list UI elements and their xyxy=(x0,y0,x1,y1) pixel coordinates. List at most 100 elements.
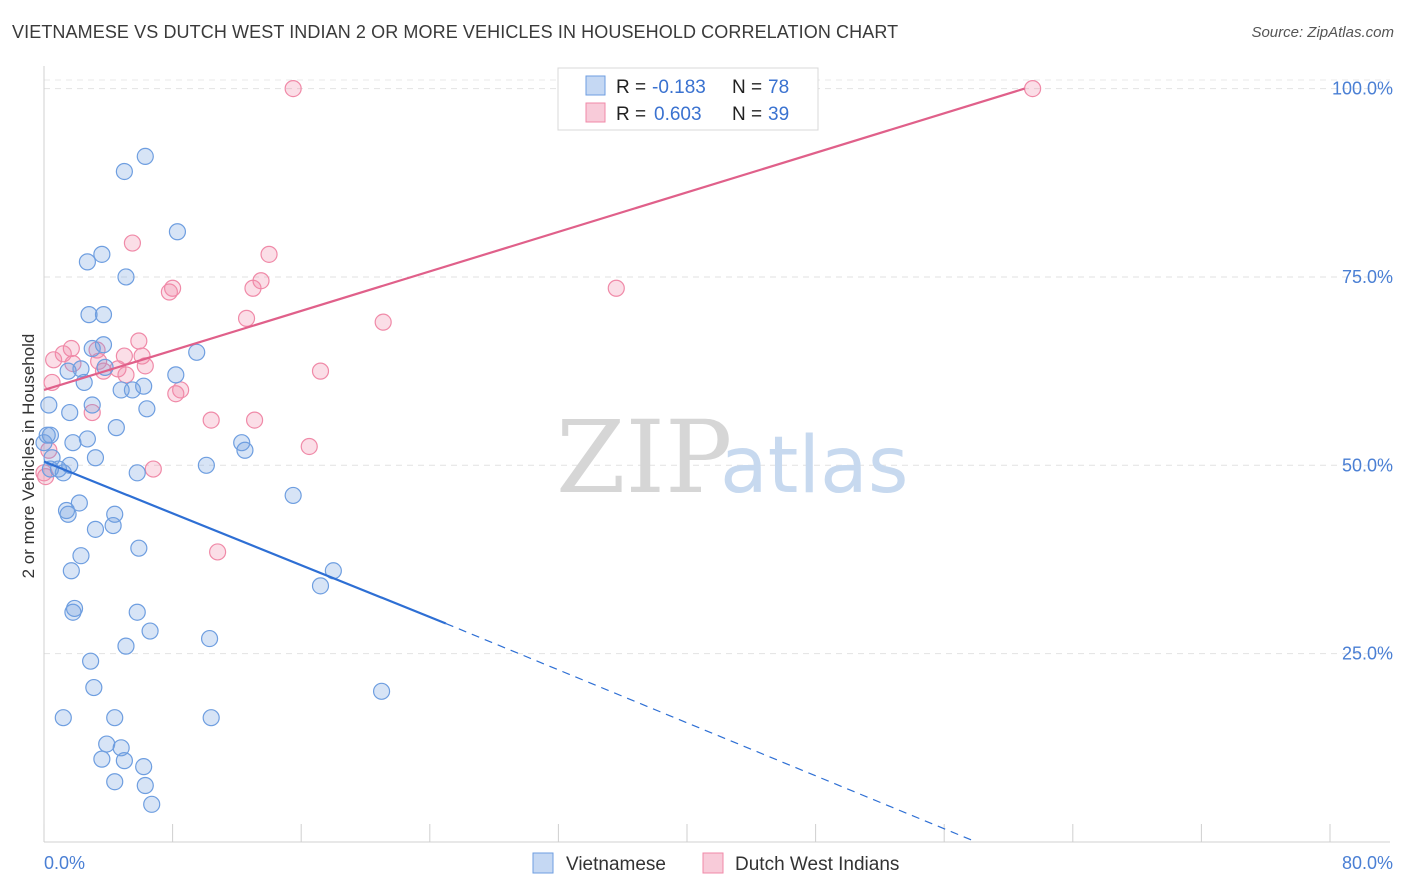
trend-lines xyxy=(43,87,1025,843)
y-tick-labels: 25.0% 50.0% 75.0% 100.0% xyxy=(1332,79,1393,664)
data-point-dutch xyxy=(300,437,318,456)
data-point-vietnamese xyxy=(130,539,148,557)
data-point-dutch xyxy=(202,411,220,429)
data-point-vietnamese xyxy=(98,735,116,753)
legend-n-label-2: N = xyxy=(732,104,762,125)
data-point-vietnamese xyxy=(82,652,100,670)
x-tick-label: 0.0% xyxy=(44,853,85,873)
legend-n-label-1: N = xyxy=(732,77,762,98)
data-point-vietnamese xyxy=(86,520,105,538)
data-point-vietnamese xyxy=(86,449,105,467)
data-point-vietnamese xyxy=(135,758,153,776)
data-point-vietnamese xyxy=(64,603,82,621)
y-tick-label: 100.0% xyxy=(1332,79,1393,99)
data-point-vietnamese xyxy=(80,306,98,324)
data-point-vietnamese xyxy=(106,709,124,727)
data-point-vietnamese xyxy=(59,362,77,380)
data-point-dutch xyxy=(167,385,185,403)
x-tick-labels: 0.0% 80.0% xyxy=(44,853,1393,873)
watermark-zip: ZIP xyxy=(556,399,732,516)
legend-r-label-1: R = xyxy=(616,77,646,98)
y-tick-label: 25.0% xyxy=(1342,644,1393,664)
data-point-vietnamese xyxy=(83,339,101,358)
data-point-vietnamese xyxy=(168,223,187,241)
data-point-vietnamese xyxy=(167,366,185,384)
data-point-vietnamese xyxy=(202,709,220,727)
source-label: Source: ZipAtlas.com xyxy=(1251,24,1394,41)
data-point-vietnamese xyxy=(72,547,90,565)
bottom-legend: Vietnamese Dutch West Indians xyxy=(532,852,899,875)
legend-swatch-vietnamese xyxy=(585,75,606,96)
data-point-dutch xyxy=(284,80,302,98)
chart-title: VIETNAMESE VS DUTCH WEST INDIAN 2 OR MOR… xyxy=(12,22,899,42)
vietnamese-points xyxy=(35,147,391,813)
data-point-vietnamese xyxy=(35,434,53,452)
data-point-dutch xyxy=(209,543,227,561)
data-point-vietnamese xyxy=(62,562,80,580)
data-point-vietnamese xyxy=(115,162,133,181)
data-point-vietnamese xyxy=(72,360,90,378)
data-point-vietnamese xyxy=(78,253,97,271)
trend-line-dutch xyxy=(43,87,1025,392)
data-point-vietnamese xyxy=(93,245,111,263)
y-tick-label: 75.0% xyxy=(1342,267,1393,287)
bottom-legend-vietnamese: Vietnamese xyxy=(566,854,666,875)
data-point-vietnamese xyxy=(112,739,130,757)
data-point-vietnamese xyxy=(78,430,97,448)
data-point-vietnamese xyxy=(59,505,77,523)
data-point-dutch xyxy=(117,366,135,384)
data-point-vietnamese xyxy=(64,434,82,452)
y-axis-label: 2 or more Vehicles in Household xyxy=(19,334,38,579)
data-point-dutch xyxy=(245,411,264,429)
data-point-vietnamese xyxy=(117,268,135,286)
data-point-vietnamese xyxy=(107,419,125,437)
x-tick-label: 80.0% xyxy=(1342,853,1393,873)
legend-n-value-2: 39 xyxy=(768,104,789,125)
data-point-dutch xyxy=(130,332,148,350)
bottom-legend-swatch-dutch xyxy=(702,852,724,874)
data-point-vietnamese xyxy=(200,629,219,648)
data-point-dutch xyxy=(607,279,625,297)
bottom-legend-dutch: Dutch West Indians xyxy=(735,854,899,875)
data-point-dutch xyxy=(123,234,142,252)
data-point-vietnamese xyxy=(61,403,79,422)
data-point-vietnamese xyxy=(83,396,101,414)
data-point-dutch xyxy=(244,279,262,297)
data-point-vietnamese xyxy=(284,486,302,505)
legend-swatch-dutch xyxy=(585,102,606,123)
data-point-dutch xyxy=(260,245,278,263)
data-point-dutch xyxy=(374,313,392,331)
data-point-dutch xyxy=(237,309,256,327)
data-point-dutch xyxy=(311,362,330,380)
bottom-legend-swatch-vietnamese xyxy=(532,852,554,874)
data-point-vietnamese xyxy=(188,343,206,361)
data-point-dutch xyxy=(160,283,178,301)
data-point-vietnamese xyxy=(197,456,215,474)
data-point-vietnamese xyxy=(372,682,391,700)
data-point-vietnamese xyxy=(136,147,154,166)
grid-lines xyxy=(44,79,1390,655)
legend-n-value-1: 78 xyxy=(768,77,789,98)
data-point-dutch xyxy=(45,351,63,369)
watermark: ZIP atlas xyxy=(556,399,909,516)
watermark-atlas: atlas xyxy=(720,421,909,511)
data-point-vietnamese xyxy=(54,709,72,727)
data-point-vietnamese xyxy=(94,336,113,354)
data-point-vietnamese xyxy=(70,494,88,512)
data-point-dutch xyxy=(1024,80,1042,98)
data-point-vietnamese xyxy=(40,396,58,414)
data-point-vietnamese xyxy=(141,622,159,640)
y-tick-label: 50.0% xyxy=(1342,455,1393,475)
data-point-vietnamese xyxy=(143,795,161,813)
data-point-vietnamese xyxy=(106,773,124,791)
data-point-vietnamese xyxy=(94,306,113,324)
data-point-vietnamese xyxy=(138,400,156,418)
data-point-vietnamese xyxy=(135,377,153,395)
trend-line-vietnamese-extrapolated xyxy=(445,622,977,843)
data-point-vietnamese xyxy=(136,776,154,795)
legend-r-label-2: R = xyxy=(616,104,646,125)
trend-line-vietnamese xyxy=(43,460,447,625)
data-point-vietnamese xyxy=(85,678,103,697)
data-point-vietnamese xyxy=(128,603,146,621)
